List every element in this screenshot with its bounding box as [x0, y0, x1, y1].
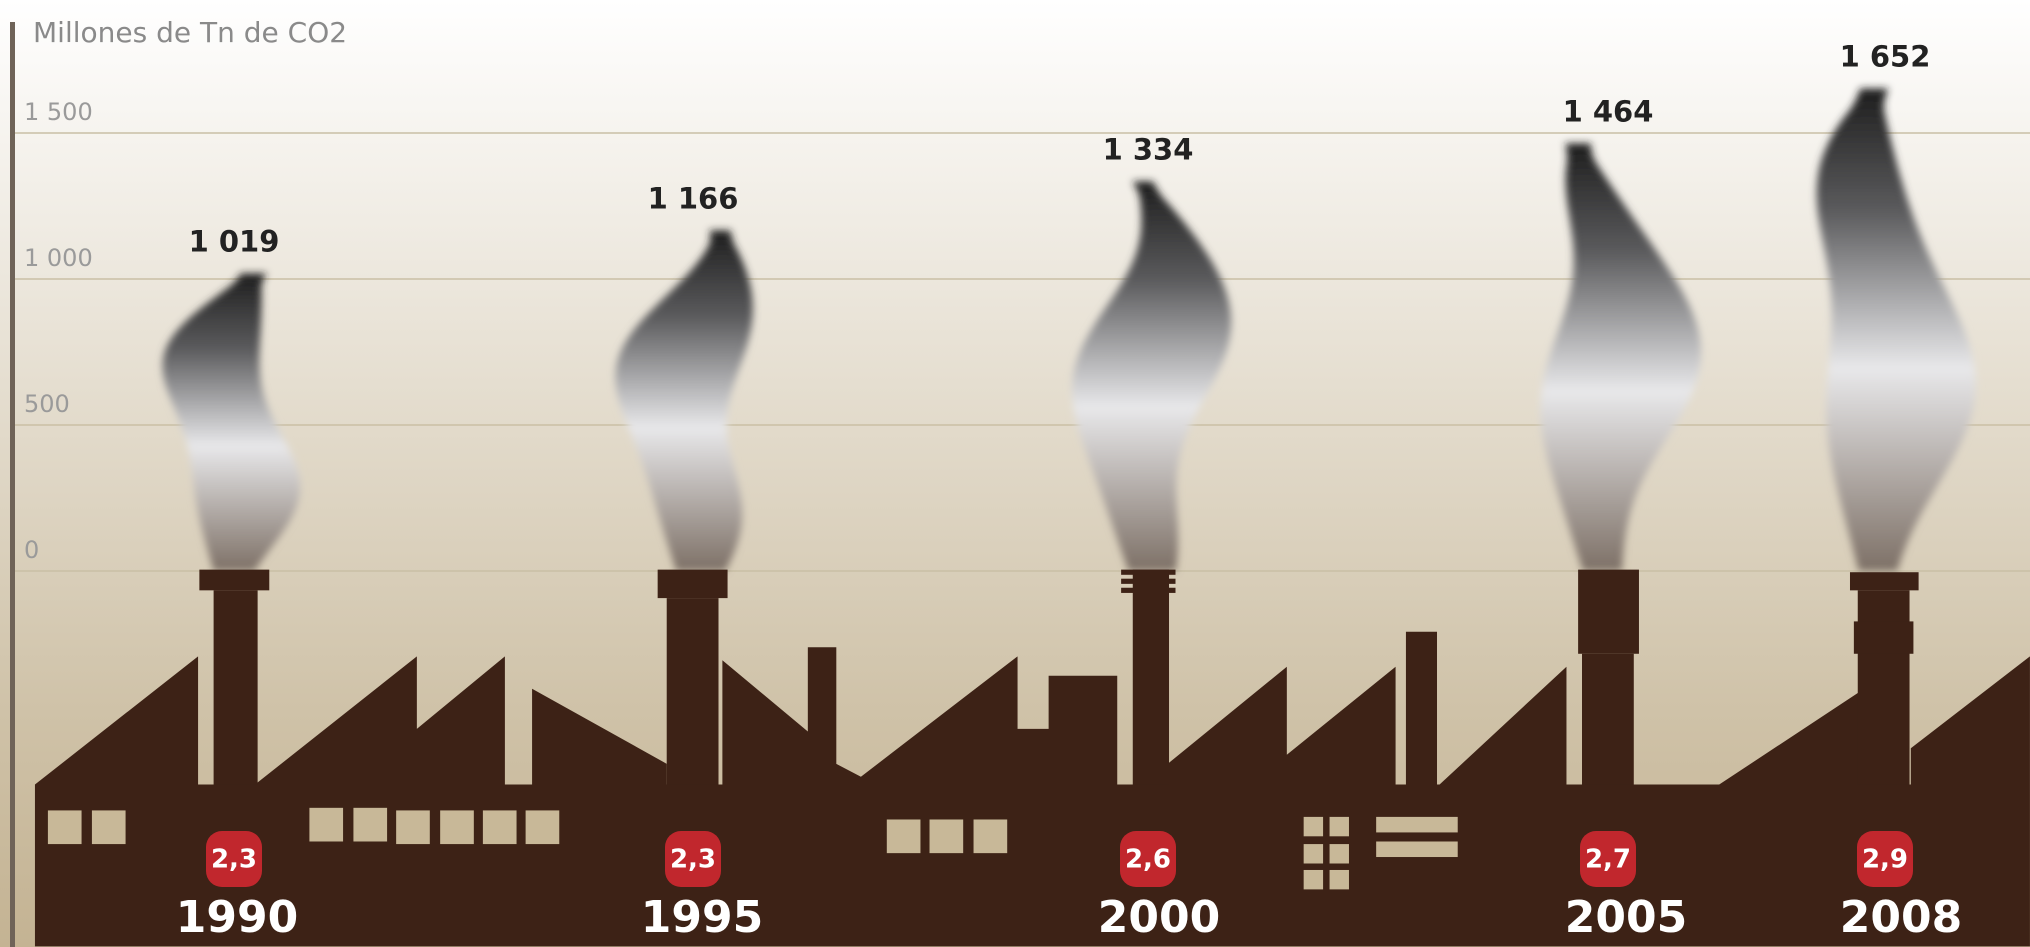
value-label: 1 019	[189, 224, 280, 258]
chart: Millones de Tn de CO2 0 500 1 000 1 500 1 01…	[0, 0, 2030, 947]
y-tick-label: 1 500	[24, 98, 93, 126]
y-axis-line	[10, 22, 15, 947]
x-tick-label: 2008	[1840, 892, 1962, 943]
chimney	[1858, 590, 1910, 784]
chimney	[1133, 570, 1169, 785]
value-label: 1 166	[648, 182, 739, 216]
chimney	[1582, 654, 1634, 785]
x-tick-label: 1990	[176, 892, 298, 943]
y-tick-label: 0	[24, 536, 39, 564]
chimney	[667, 598, 719, 784]
value-label: 1 464	[1563, 95, 1654, 129]
badge-label: 2,9	[1862, 845, 1908, 875]
badge-label: 2,3	[211, 845, 257, 875]
badge-label: 2,3	[670, 845, 716, 875]
x-tick-label: 2000	[1098, 892, 1220, 943]
value-label: 1 652	[1840, 40, 1931, 74]
chimney	[1854, 621, 1914, 653]
axis-title: Millones de Tn de CO2	[33, 16, 347, 49]
y-tick-label: 500	[24, 390, 70, 418]
chimney	[214, 590, 258, 784]
chimney	[1578, 570, 1639, 654]
value-label: 1 334	[1103, 132, 1194, 166]
badge-label: 2,6	[1125, 845, 1171, 875]
chimney	[199, 570, 269, 591]
y-tick-label: 1 000	[24, 244, 93, 272]
badge-label: 2,7	[1585, 845, 1631, 875]
x-tick-label: 2005	[1565, 892, 1687, 943]
chimney	[658, 570, 728, 598]
x-tick-label: 1995	[641, 892, 763, 943]
chimney	[1850, 572, 1919, 590]
